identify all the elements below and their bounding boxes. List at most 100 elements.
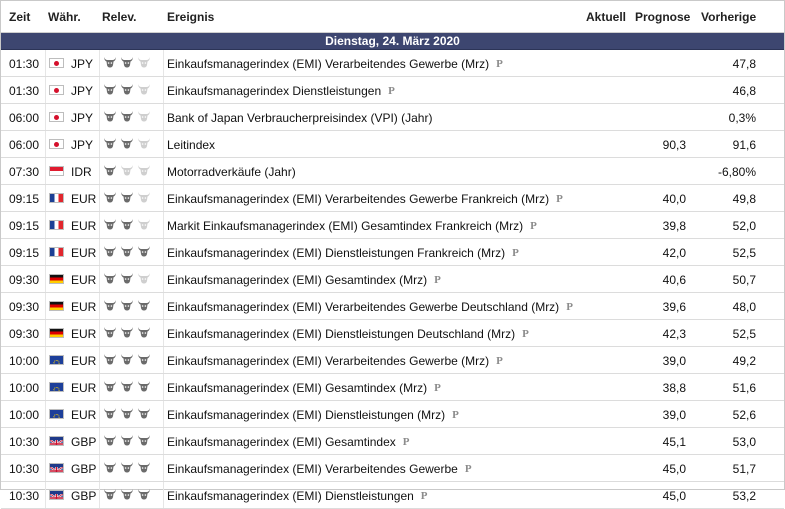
relevance-indicator <box>103 245 154 259</box>
column-divider <box>45 428 46 454</box>
event-name[interactable]: Einkaufsmanagerindex (EMI) Dienstleistun… <box>167 489 428 503</box>
bull-icon <box>137 56 151 68</box>
event-title[interactable]: Motorradverkäufe (Jahr) <box>167 165 296 179</box>
preliminary-icon: P <box>566 301 573 313</box>
relevance-indicator <box>103 110 154 124</box>
event-title[interactable]: Markit Einkaufsmanagerindex (EMI) Gesamt… <box>167 219 524 233</box>
event-name[interactable]: Einkaufsmanagerindex Dienstleistungen P <box>167 84 395 98</box>
event-title[interactable]: Einkaufsmanagerindex (EMI) Gesamtindex <box>167 435 396 449</box>
event-title[interactable]: Einkaufsmanagerindex (EMI) Dienstleistun… <box>167 327 516 341</box>
previous-value: 50,7 <box>732 273 756 287</box>
event-title[interactable]: Einkaufsmanagerindex (EMI) Gesamtindex (… <box>167 381 428 395</box>
event-name[interactable]: Einkaufsmanagerindex (EMI) Gesamtindex (… <box>167 381 441 395</box>
event-title[interactable]: Leitindex <box>167 138 216 152</box>
column-header-relevance[interactable]: Relev. <box>102 10 137 24</box>
event-title[interactable]: Einkaufsmanagerindex (EMI) Gesamtindex (… <box>167 273 428 287</box>
event-time: 09:30 <box>9 273 40 287</box>
event-title[interactable]: Einkaufsmanagerindex (EMI) Dienstleistun… <box>167 408 446 422</box>
column-divider <box>163 347 164 373</box>
bull-icon <box>103 164 117 176</box>
column-divider <box>99 131 100 157</box>
previous-value: 91,6 <box>732 138 756 152</box>
bull-icon <box>137 434 151 446</box>
bull-icon <box>120 407 134 419</box>
event-name[interactable]: Leitindex <box>167 138 215 152</box>
bull-icon <box>120 461 134 473</box>
table-row[interactable]: 09:15 EUR Einkaufsmanagerindex (EMI) Diens… <box>1 239 784 266</box>
event-title[interactable]: Einkaufsmanagerindex (EMI) Verarbeitende… <box>167 192 550 206</box>
event-name[interactable]: Einkaufsmanagerindex (EMI) Dienstleistun… <box>167 246 519 260</box>
column-header-forecast[interactable]: Prognose <box>635 10 691 24</box>
bull-icon <box>103 218 117 230</box>
event-name[interactable]: Einkaufsmanagerindex (EMI) Verarbeitende… <box>167 300 573 314</box>
previous-value: 0,3% <box>728 111 756 125</box>
jp-flag-icon <box>49 85 64 95</box>
column-header-event[interactable]: Ereignis <box>167 10 215 24</box>
relevance-indicator <box>103 299 154 313</box>
bull-icon <box>120 83 134 95</box>
column-header-actual[interactable]: Aktuell <box>586 10 627 24</box>
previous-value: 51,6 <box>732 381 756 395</box>
table-row[interactable]: 09:30 EUR Einkaufsmanagerindex (EMI) Gesam… <box>1 266 784 293</box>
event-name[interactable]: Einkaufsmanagerindex (EMI) Verarbeitende… <box>167 57 503 71</box>
relevance-indicator <box>103 434 154 448</box>
event-name[interactable]: Einkaufsmanagerindex (EMI) Dienstleistun… <box>167 327 529 341</box>
previous-value: 49,8 <box>732 192 756 206</box>
table-row[interactable]: 10:00 EUR Einkaufsmanagerindex (EMI) Gesam… <box>1 374 784 401</box>
relevance-indicator <box>103 326 154 340</box>
de-flag-icon <box>49 274 64 284</box>
table-row[interactable]: 09:15 EUR Einkaufsmanagerindex (EMI) Verar… <box>1 185 784 212</box>
relevance-indicator <box>103 407 154 421</box>
table-row[interactable]: 06:00 JPY Leitindex 90,3 91,6 <box>1 131 784 158</box>
column-header-currency[interactable]: Währ. <box>48 10 81 24</box>
column-header-previous[interactable]: Vorherige <box>701 10 757 24</box>
event-name[interactable]: Bank of Japan Verbraucherpreisindex (VPI… <box>167 111 432 125</box>
bull-icon <box>103 137 117 149</box>
table-row[interactable]: 10:00 EUR Einkaufsmanagerindex (EMI) Verar… <box>1 347 784 374</box>
event-title[interactable]: Einkaufsmanagerindex Dienstleistungen <box>167 84 382 98</box>
event-name[interactable]: Motorradverkäufe (Jahr) <box>167 165 296 179</box>
forecast-value: 39,8 <box>662 219 686 233</box>
event-time: 01:30 <box>9 84 40 98</box>
table-row[interactable]: 10:30 GBP Einkaufsmanagerindex (EMI) Verar… <box>1 455 784 482</box>
event-name[interactable]: Markit Einkaufsmanagerindex (EMI) Gesamt… <box>167 219 537 233</box>
bull-icon <box>120 56 134 68</box>
bull-icon <box>137 218 151 230</box>
event-name[interactable]: Einkaufsmanagerindex (EMI) Gesamtindex P <box>167 435 410 449</box>
forecast-value: 90,3 <box>662 138 686 152</box>
event-name[interactable]: Einkaufsmanagerindex (EMI) Verarbeitende… <box>167 354 503 368</box>
table-row[interactable]: 07:30 IDR Motorradverkäufe (Jahr) -6,80% <box>1 158 784 185</box>
event-time: 10:00 <box>9 381 40 395</box>
forecast-value: 45,0 <box>662 462 686 476</box>
table-header: Zeit Währ. Relev. Ereignis Aktuell Progn… <box>1 1 784 33</box>
event-title[interactable]: Einkaufsmanagerindex (EMI) Verarbeitende… <box>167 462 458 476</box>
event-title[interactable]: Einkaufsmanagerindex (EMI) Verarbeitende… <box>167 354 490 368</box>
event-name[interactable]: Einkaufsmanagerindex (EMI) Dienstleistun… <box>167 408 459 422</box>
event-title[interactable]: Einkaufsmanagerindex (EMI) Verarbeitende… <box>167 57 490 71</box>
event-title[interactable]: Einkaufsmanagerindex (EMI) Dienstleistun… <box>167 489 414 503</box>
table-row[interactable]: 01:30 JPY Einkaufsmanagerindex (EMI) Verar… <box>1 50 784 77</box>
event-name[interactable]: Einkaufsmanagerindex (EMI) Gesamtindex (… <box>167 273 441 287</box>
bull-icon <box>137 137 151 149</box>
event-title[interactable]: Einkaufsmanagerindex (EMI) Verarbeitende… <box>167 300 560 314</box>
relevance-indicator <box>103 461 154 475</box>
column-divider <box>163 401 164 427</box>
table-row[interactable]: 09:30 EUR Einkaufsmanagerindex (EMI) Diens… <box>1 320 784 347</box>
column-divider <box>99 455 100 481</box>
date-separator: Dienstag, 24. März 2020 <box>1 33 784 50</box>
table-row[interactable]: 09:30 EUR Einkaufsmanagerindex (EMI) Verar… <box>1 293 784 320</box>
event-name[interactable]: Einkaufsmanagerindex (EMI) Verarbeitende… <box>167 192 563 206</box>
table-row[interactable]: 10:30 GBP Einkaufsmanagerindex (EMI) Diens… <box>1 482 784 509</box>
column-divider <box>163 239 164 265</box>
event-title[interactable]: Bank of Japan Verbraucherpreisindex (VPI… <box>167 111 433 125</box>
table-row[interactable]: 01:30 JPY Einkaufsmanagerindex Dienstleist… <box>1 77 784 104</box>
column-divider <box>163 293 164 319</box>
table-row[interactable]: 09:15 EUR Markit Einkaufsmanagerindex (EMI… <box>1 212 784 239</box>
event-title[interactable]: Einkaufsmanagerindex (EMI) Dienstleistun… <box>167 246 506 260</box>
table-row[interactable]: 10:30 GBP Einkaufsmanagerindex (EMI) Gesam… <box>1 428 784 455</box>
column-header-time[interactable]: Zeit <box>9 10 31 24</box>
table-row[interactable]: 10:00 EUR Einkaufsmanagerindex (EMI) Diens… <box>1 401 784 428</box>
forecast-value: 39,0 <box>662 354 686 368</box>
table-row[interactable]: 06:00 JPY Bank of Japan Verbraucherpreisin… <box>1 104 784 131</box>
event-name[interactable]: Einkaufsmanagerindex (EMI) Verarbeitende… <box>167 462 472 476</box>
